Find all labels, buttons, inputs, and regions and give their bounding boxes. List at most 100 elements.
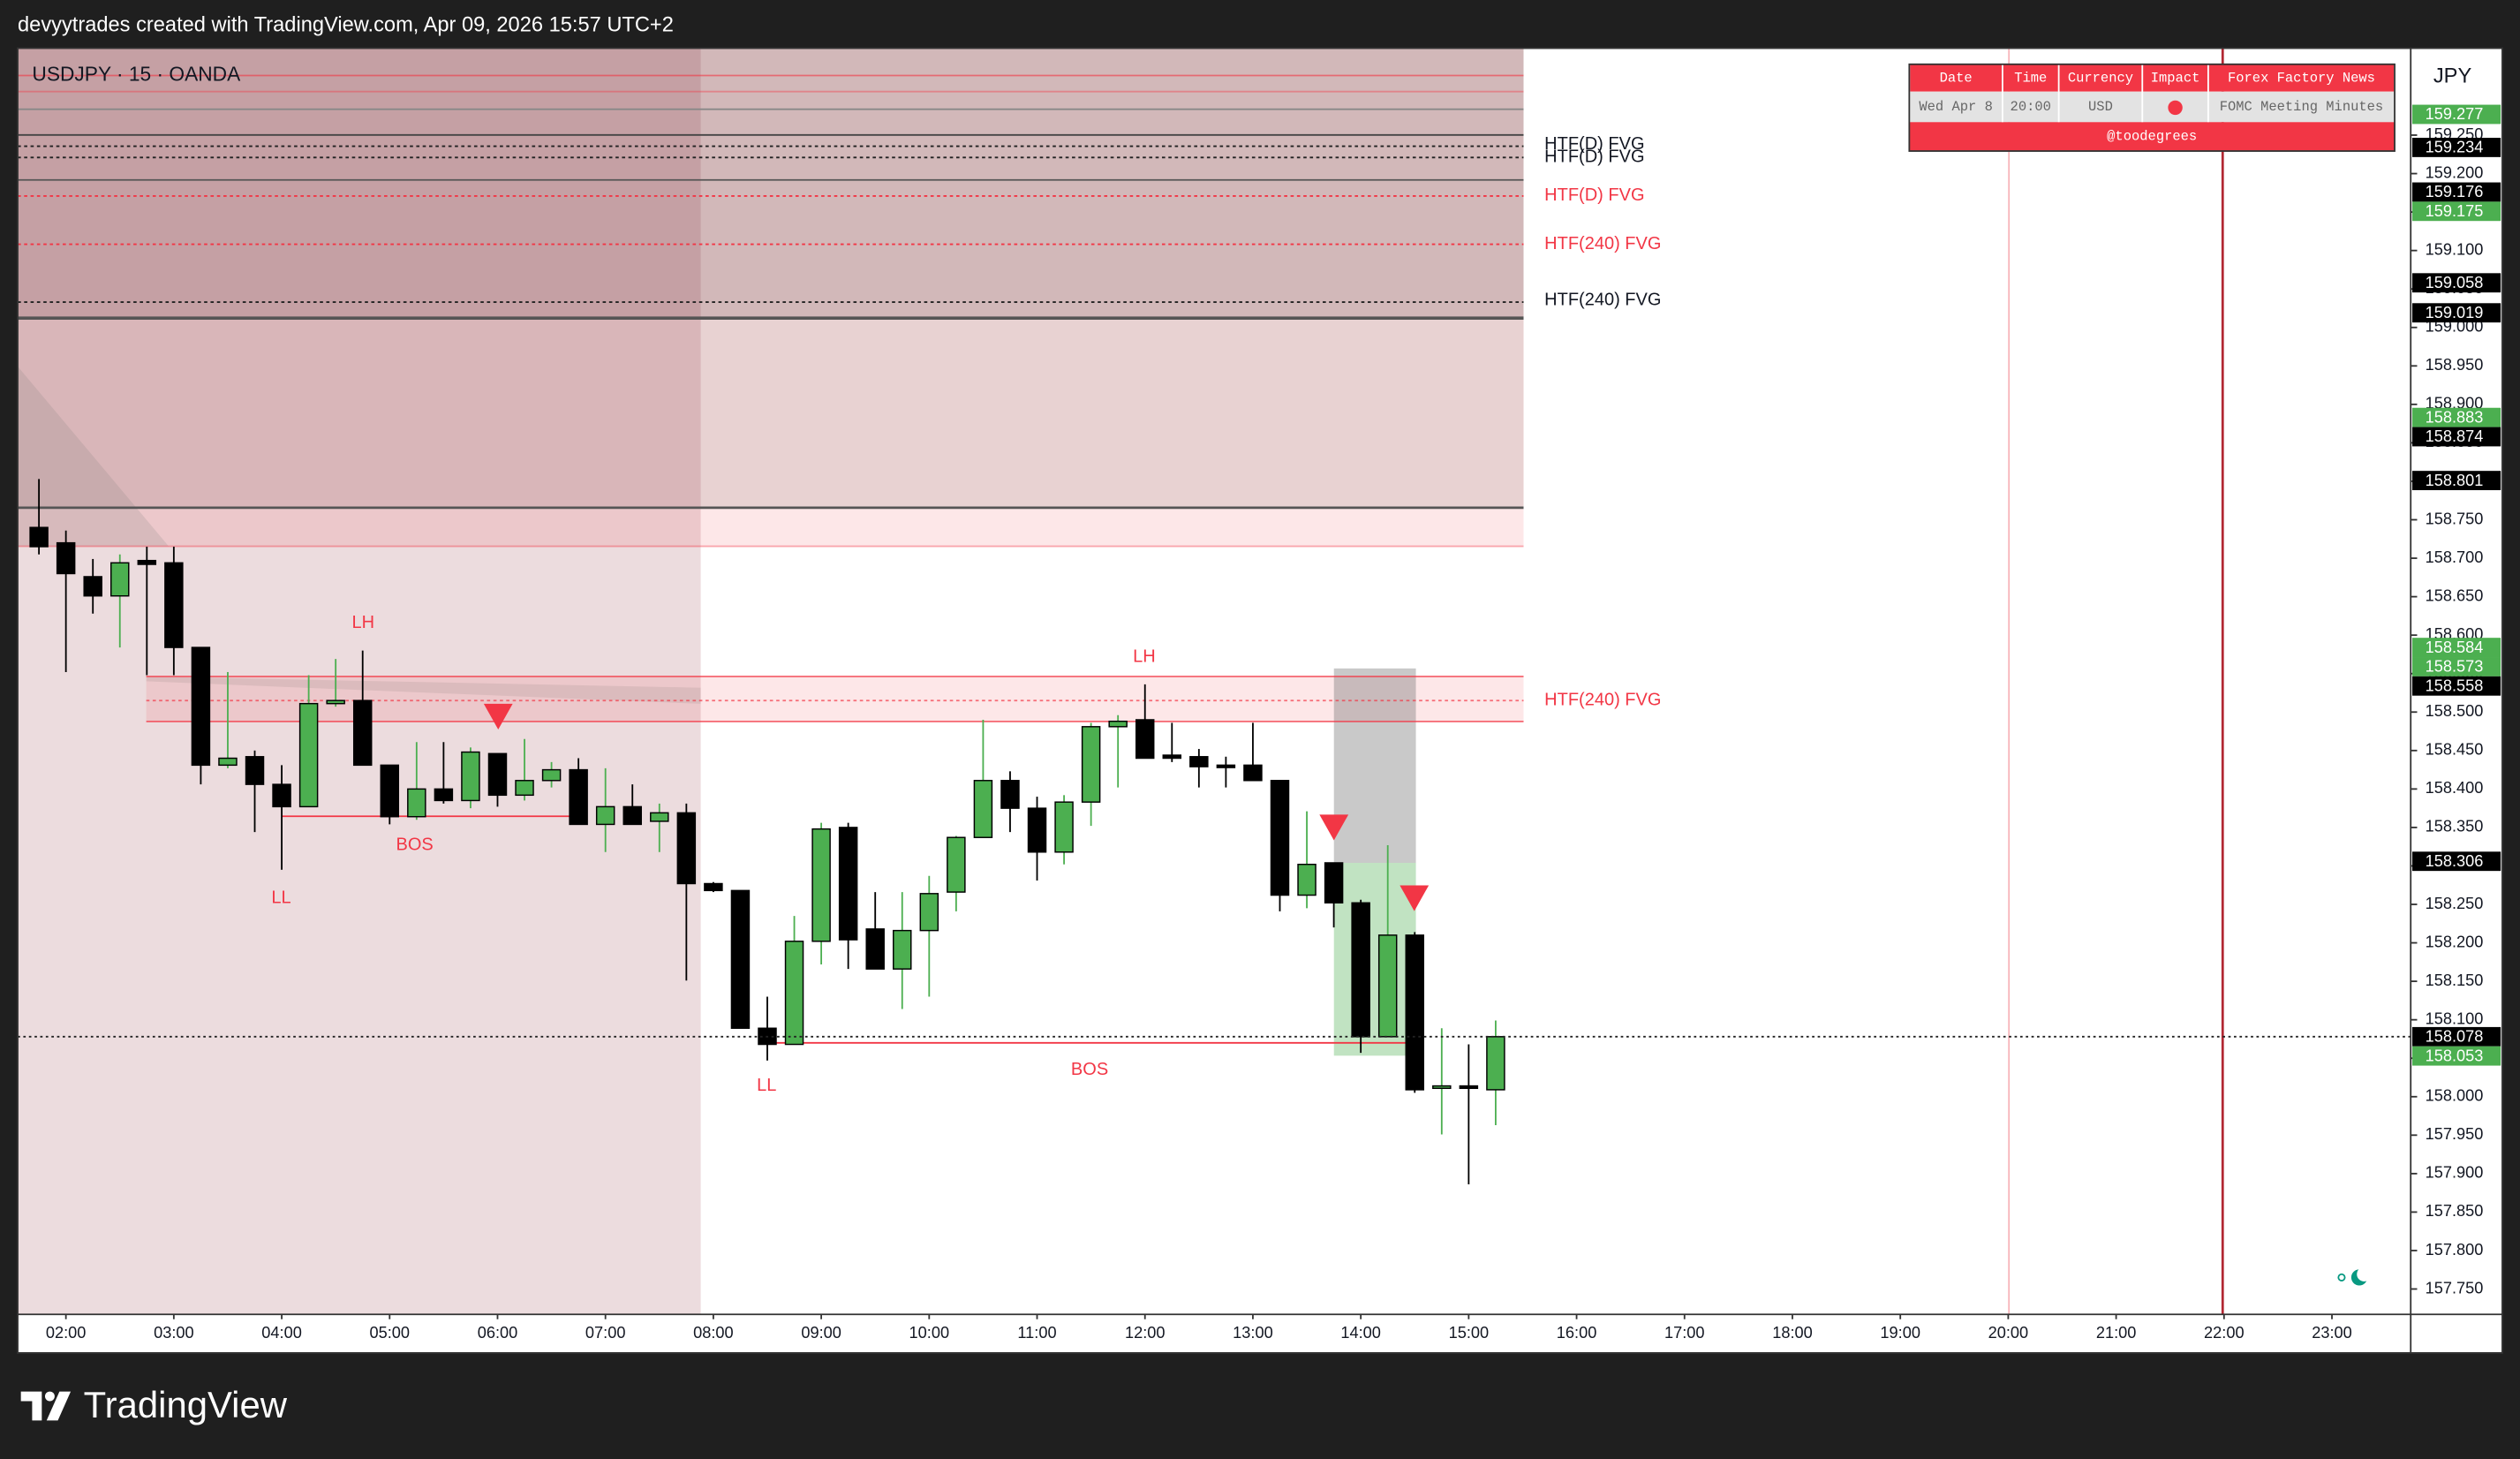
price-badge-label: 159.058 xyxy=(2426,274,2484,291)
reward-box xyxy=(1333,863,1416,1056)
table-cell: USD xyxy=(2088,99,2113,115)
price-badge xyxy=(2412,427,2501,447)
candle-body xyxy=(218,757,238,767)
x-tick-label: 15:00 xyxy=(1449,1324,1490,1342)
x-tick-label: 08:00 xyxy=(693,1324,734,1342)
x-tick-label: 17:00 xyxy=(1664,1324,1705,1342)
candle-body xyxy=(515,780,534,797)
brand-logo xyxy=(44,1391,55,1402)
annotation: LL xyxy=(271,888,290,907)
header: devyytrades created with TradingView.com… xyxy=(18,13,674,36)
annotation: HTF(D) FVG xyxy=(1544,147,1644,167)
y-tick-label: 157.850 xyxy=(2426,1202,2484,1220)
candle-body xyxy=(595,805,615,826)
candle-body xyxy=(622,805,642,826)
candle-body xyxy=(676,812,697,885)
x-tick-label: 22:00 xyxy=(2204,1324,2245,1342)
price-badge-label: 159.277 xyxy=(2426,105,2484,123)
candle-body xyxy=(569,768,588,826)
y-tick-label: 159.200 xyxy=(2426,163,2484,181)
candle-body xyxy=(1459,1085,1479,1090)
price-badge xyxy=(2412,303,2501,323)
price-badge xyxy=(2412,104,2501,125)
brand-name: TradingView xyxy=(84,1384,288,1425)
y-tick-label: 157.950 xyxy=(2426,1125,2484,1143)
y-tick-label: 158.900 xyxy=(2426,395,2484,412)
candle-body xyxy=(461,751,480,802)
table-header: Date xyxy=(1940,70,1973,86)
y-tick-label: 157.800 xyxy=(2426,1241,2484,1259)
annotation: HTF(240) FVG xyxy=(1544,234,1661,253)
price-badge xyxy=(2412,138,2501,157)
price-axis xyxy=(2411,48,2502,1353)
signal-triangle xyxy=(1400,885,1430,911)
price-badge xyxy=(2412,1046,2501,1066)
price-badge xyxy=(2412,471,2501,491)
candle-body xyxy=(811,828,831,942)
annotation: LH xyxy=(1133,646,1156,666)
candle-body xyxy=(1162,754,1182,760)
fvg-zone xyxy=(18,48,1524,319)
price-badge-label: 158.078 xyxy=(2426,1028,2484,1046)
price-badge xyxy=(2412,407,2501,427)
x-tick-label: 03:00 xyxy=(154,1324,194,1342)
table-cell: 20:00 xyxy=(2011,99,2051,115)
table-header-bg xyxy=(1909,64,2396,92)
y-tick-label: 159.100 xyxy=(2426,240,2484,258)
candle-body xyxy=(487,752,508,797)
table-footer-bg xyxy=(1909,122,2396,152)
candle-body xyxy=(1216,764,1236,768)
annotation: LH xyxy=(352,613,375,632)
candle-body xyxy=(973,780,993,838)
x-tick-label: 13:00 xyxy=(1233,1324,1273,1342)
brand-logo xyxy=(20,1391,42,1421)
y-tick-label: 158.750 xyxy=(2426,510,2484,527)
price-badge-label: 159.234 xyxy=(2426,139,2484,156)
price-badge-label: 158.306 xyxy=(2426,852,2484,870)
candle-body xyxy=(434,788,454,802)
table-footer: @toodegrees xyxy=(2107,129,2197,145)
impact-dot xyxy=(2168,100,2183,116)
candle-body xyxy=(137,559,157,565)
fvg-zone xyxy=(18,48,1524,508)
candle-body xyxy=(1351,902,1370,1038)
x-tick-label: 12:00 xyxy=(1125,1324,1166,1342)
x-tick-label: 09:00 xyxy=(801,1324,841,1342)
candle-body xyxy=(947,836,966,893)
price-badge xyxy=(2412,638,2501,658)
candle-body xyxy=(893,929,912,970)
y-tick-label: 158.200 xyxy=(2426,933,2484,950)
table-header: Impact xyxy=(2151,70,2200,86)
candle-body xyxy=(1405,934,1424,1091)
y-tick-label: 158.100 xyxy=(2426,1009,2484,1027)
fvg-zone xyxy=(18,48,1524,547)
x-tick-label: 18:00 xyxy=(1772,1324,1813,1342)
candle-body xyxy=(1243,764,1263,782)
candle-body xyxy=(29,526,49,548)
price-badge-label: 158.573 xyxy=(2426,658,2484,676)
y-tick-label: 158.650 xyxy=(2426,586,2484,604)
x-tick-label: 23:00 xyxy=(2312,1324,2352,1342)
y-tick-label: 158.450 xyxy=(2426,741,2484,759)
annotation: BOS xyxy=(396,835,433,854)
y-tick-label: 158.150 xyxy=(2426,971,2484,989)
x-tick-label: 05:00 xyxy=(370,1324,411,1342)
candle-body xyxy=(919,893,939,932)
candle-body xyxy=(1027,807,1047,853)
x-tick-label: 16:00 xyxy=(1557,1324,1597,1342)
candle-body xyxy=(865,928,885,970)
candle-body xyxy=(352,699,373,767)
candle-body xyxy=(56,541,76,575)
price-badge xyxy=(2412,1026,2501,1047)
price-badge xyxy=(2412,851,2501,872)
table-cell: Wed Apr 8 xyxy=(1919,99,1992,115)
price-badge-label: 158.584 xyxy=(2426,639,2484,656)
table-row-bg xyxy=(1909,91,2396,123)
y-tick-label: 157.750 xyxy=(2426,1279,2484,1296)
candle-body xyxy=(1270,780,1290,896)
candle-body xyxy=(1377,934,1398,1038)
annotation: HTF(240) FVG xyxy=(1544,291,1661,310)
x-tick-label: 02:00 xyxy=(46,1324,87,1342)
candle-body xyxy=(164,562,184,648)
